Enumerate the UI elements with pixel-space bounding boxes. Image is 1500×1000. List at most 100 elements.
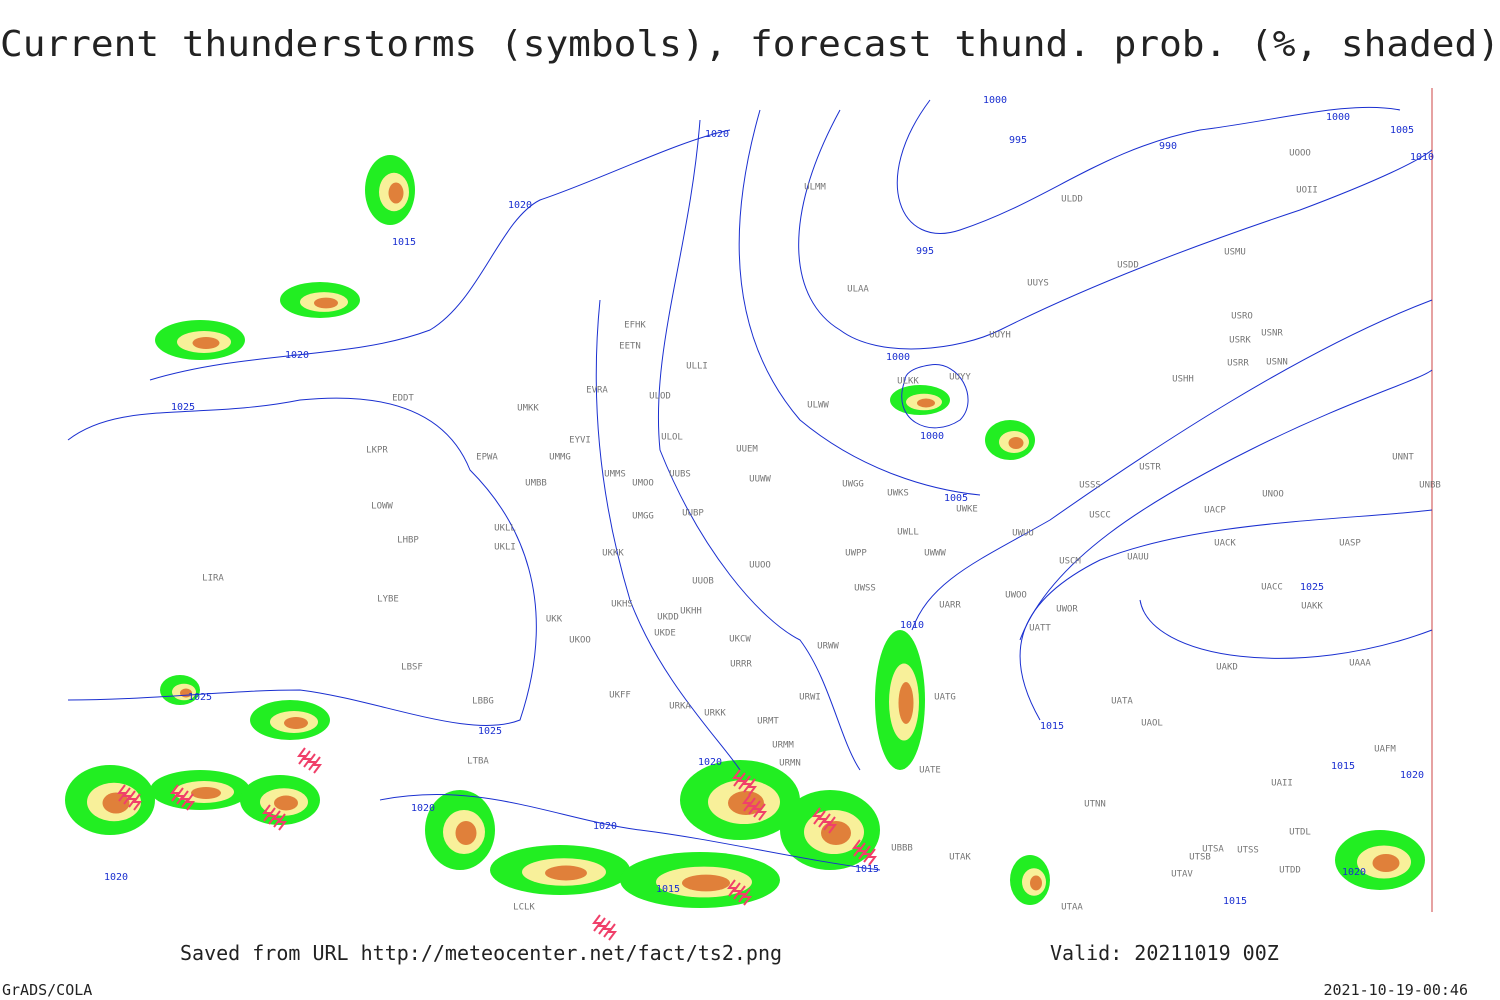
prob-orange	[1372, 854, 1400, 872]
station-label: USRK	[1229, 336, 1251, 346]
isobar-label: 1000	[920, 431, 944, 442]
station-label: EETN	[619, 342, 641, 352]
prob-orange	[1008, 437, 1024, 449]
thunderstorm-symbol	[607, 923, 617, 941]
isobar-label: 1000	[983, 95, 1007, 106]
isobar-label: 1025	[478, 726, 502, 737]
prob-orange	[191, 787, 221, 799]
isobar-label: 1015	[656, 884, 680, 895]
station-label: UATE	[919, 766, 941, 776]
station-label: URRR	[730, 660, 752, 670]
prob-orange	[917, 398, 935, 408]
station-label: URMN	[779, 759, 801, 769]
station-label: UOOO	[1289, 149, 1311, 159]
station-label: UTDD	[1279, 866, 1301, 876]
station-label: UKDE	[654, 629, 676, 639]
isobar-label: 1025	[1300, 582, 1324, 593]
isobar	[738, 109, 981, 496]
station-label: LIRA	[202, 574, 224, 584]
prob-orange	[192, 337, 220, 349]
station-label: UAOL	[1141, 719, 1163, 729]
station-label: UACK	[1214, 539, 1236, 549]
prob-orange	[388, 182, 404, 204]
station-label: UAKK	[1301, 602, 1323, 612]
isobar-label: 1020	[698, 757, 722, 768]
thunderstorm-symbols	[117, 747, 877, 941]
station-label: USTR	[1139, 463, 1161, 473]
isobar-label: 1020	[593, 821, 617, 832]
isobar-label: 1020	[285, 350, 309, 361]
station-label: UTDL	[1289, 828, 1311, 838]
station-label: UNNT	[1392, 453, 1414, 463]
isobar	[595, 299, 741, 771]
software-credit: GrADS/COLA	[2, 981, 92, 999]
isobars	[67, 99, 1433, 871]
station-label: UKOO	[569, 636, 591, 646]
prob-orange	[274, 795, 298, 811]
station-label: UUWW	[749, 475, 771, 485]
station-label: UMMS	[604, 470, 626, 480]
station-label: UTAA	[1061, 903, 1083, 913]
station-label: UATA	[1111, 697, 1133, 707]
isobar	[379, 794, 881, 871]
station-label: UKCW	[729, 635, 751, 645]
station-label: UUOO	[749, 561, 771, 571]
prob-orange	[898, 682, 914, 724]
station-label: USCM	[1059, 557, 1081, 567]
station-label: LBSF	[401, 663, 423, 673]
station-label: USCC	[1089, 511, 1111, 521]
station-label: UMOO	[632, 479, 654, 489]
station-label: UUBP	[682, 509, 704, 519]
station-label: UMMG	[549, 453, 571, 463]
isobar-label: 1015	[855, 864, 879, 875]
map-area	[68, 88, 1432, 912]
station-label: LHBP	[397, 536, 419, 546]
isobar	[901, 364, 969, 429]
station-label: UAKD	[1216, 663, 1238, 673]
station-label: UARR	[939, 601, 961, 611]
station-label: LOWW	[371, 502, 393, 512]
station-label: UACC	[1261, 583, 1283, 593]
valid-time: Valid: 20211019 00Z	[1050, 941, 1279, 965]
station-label: EPWA	[476, 453, 498, 463]
station-label: UKDD	[657, 613, 679, 623]
isobar-label: 995	[1009, 135, 1027, 146]
station-label: USRR	[1227, 359, 1249, 369]
thunderstorm-symbol	[132, 793, 142, 811]
prob-orange	[682, 874, 730, 892]
station-label: URWW	[817, 642, 839, 652]
isobar	[149, 129, 731, 381]
thunderstorm-symbol	[747, 778, 757, 796]
isobar-label: 1020	[508, 200, 532, 211]
isobar-label: 1005	[944, 493, 968, 504]
station-label: UUYH	[989, 331, 1011, 341]
station-label: USNR	[1261, 329, 1283, 339]
isobar-label: 1020	[1400, 770, 1424, 781]
station-label: UWOO	[1005, 591, 1027, 601]
station-label: USMU	[1224, 248, 1246, 258]
station-label: UMBB	[525, 479, 547, 489]
station-label: UKLL	[494, 524, 516, 534]
station-label: UNOO	[1262, 490, 1284, 500]
station-label: ULLI	[686, 362, 708, 372]
station-label: LCLK	[513, 903, 535, 913]
station-label: LKPR	[366, 446, 388, 456]
station-label: USHH	[1172, 375, 1194, 385]
isobar-label: 1010	[1410, 152, 1434, 163]
thunderstorm-symbol	[185, 793, 195, 811]
station-label: UBBB	[891, 844, 913, 854]
station-label: URWI	[799, 693, 821, 703]
isobar-label: 1000	[1326, 112, 1350, 123]
isobar-label: 1020	[705, 129, 729, 140]
prob-orange	[102, 792, 130, 814]
isobar	[657, 119, 861, 771]
isobar	[911, 299, 1433, 631]
prob-orange	[545, 865, 587, 881]
station-label: UWLL	[897, 528, 919, 538]
prob-orange	[314, 297, 338, 309]
station-label: URKK	[704, 709, 726, 719]
station-label: UWSS	[854, 584, 876, 594]
station-label: EYVI	[569, 436, 591, 446]
station-label: UKK	[546, 615, 563, 625]
